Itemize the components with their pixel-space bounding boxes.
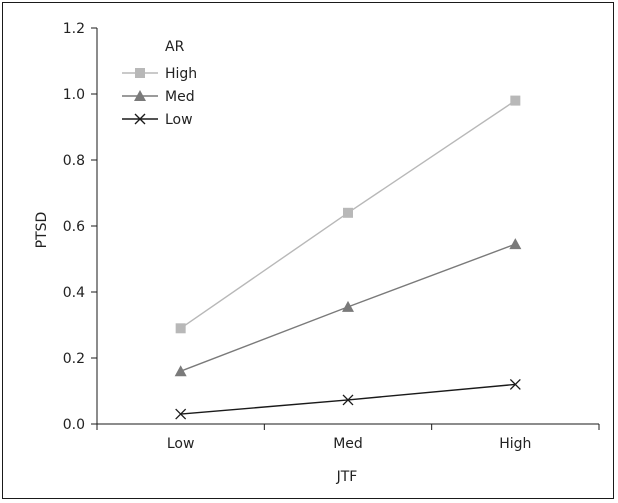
axes [96, 28, 599, 425]
legend-item-low: Low [122, 112, 193, 128]
y-axis-label: PTSD [34, 212, 50, 249]
legend-label: Med [165, 89, 195, 105]
data-point [509, 378, 521, 390]
x-tick-label: High [499, 436, 531, 452]
data-point [509, 238, 522, 250]
series-high [175, 95, 521, 334]
data-point [175, 408, 187, 420]
legend-marker [134, 113, 146, 125]
y-tick-label: 0.0 [63, 417, 85, 433]
y-tick-label: 1.2 [63, 21, 85, 37]
x-tick-label: Med [333, 436, 363, 452]
y-ticks: 0.0 0.2 0.4 0.6 0.8 1.0 1.2 [63, 21, 97, 433]
y-tick-label: 0.8 [63, 153, 85, 169]
x-axis-label: JTF [336, 469, 358, 485]
legend-title: AR [165, 39, 185, 55]
data-point [510, 95, 521, 106]
legend: AR High Med Low [122, 39, 197, 128]
y-tick-label: 0.6 [63, 219, 85, 235]
legend-item-med: Med [122, 89, 195, 105]
data-point [342, 300, 354, 312]
legend-marker [135, 68, 145, 78]
y-tick-label: 0.2 [63, 351, 85, 367]
x-tick-label: Low [167, 436, 195, 452]
data-point [175, 323, 186, 334]
y-tick-label: 1.0 [63, 87, 85, 103]
y-tick-label: 0.4 [63, 285, 85, 301]
x-ticks: Low Med High [96, 424, 600, 452]
data-point [343, 207, 353, 218]
data-point [342, 394, 354, 406]
chart-frame [2, 2, 614, 499]
legend-item-high: High [122, 66, 197, 82]
series-med [174, 238, 522, 377]
series-group [174, 95, 522, 420]
legend-label: High [165, 66, 197, 82]
series-low [175, 378, 521, 420]
legend-label: Low [165, 112, 193, 128]
data-point [174, 365, 187, 377]
legend-marker [134, 90, 146, 101]
